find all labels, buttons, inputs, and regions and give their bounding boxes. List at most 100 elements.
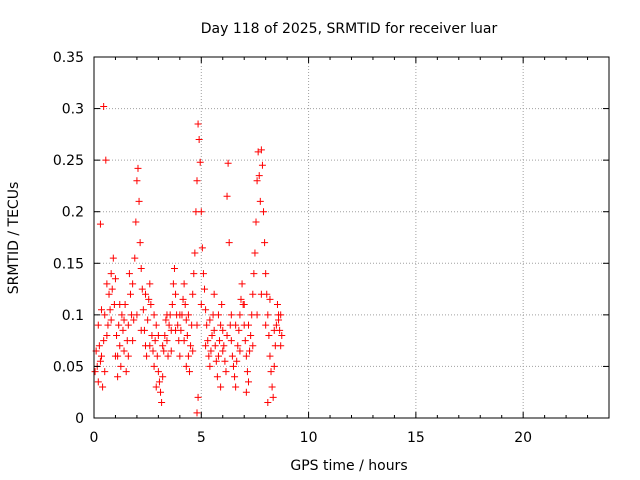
data-point <box>264 311 272 319</box>
data-point <box>138 285 146 293</box>
data-point <box>152 321 160 329</box>
data-point <box>194 120 202 128</box>
data-point <box>249 290 257 298</box>
data-point <box>159 373 167 381</box>
data-point <box>189 347 197 355</box>
y-tick-label: 0.25 <box>53 153 84 169</box>
data-point <box>172 290 180 298</box>
data-point <box>103 331 111 339</box>
data-point <box>253 177 261 185</box>
data-point <box>101 368 109 376</box>
data-point <box>100 337 108 345</box>
data-point <box>98 352 106 360</box>
data-point <box>190 270 198 278</box>
data-point <box>233 357 241 365</box>
data-point <box>167 347 175 355</box>
data-point <box>196 158 204 166</box>
x-tick-label: 10 <box>300 430 318 446</box>
data-point <box>129 280 137 288</box>
data-point <box>258 161 266 169</box>
data-point <box>137 326 145 334</box>
data-point <box>170 264 178 272</box>
plot-border <box>93 56 610 419</box>
data-point <box>134 164 142 172</box>
data-point <box>96 220 104 228</box>
data-point <box>207 347 215 355</box>
data-point <box>267 368 275 376</box>
data-point <box>257 146 265 154</box>
data-point <box>129 337 137 345</box>
data-point <box>105 290 113 298</box>
data-point <box>277 342 285 350</box>
data-point <box>228 352 236 360</box>
data-point <box>238 280 246 288</box>
data-point <box>205 352 213 360</box>
grid <box>94 57 609 418</box>
data-point <box>272 321 280 329</box>
data-point <box>137 264 145 272</box>
data-point <box>132 218 140 226</box>
data-point <box>154 368 162 376</box>
data-point <box>266 295 274 303</box>
data-point <box>161 331 169 339</box>
data-point <box>187 342 195 350</box>
data-point <box>184 352 192 360</box>
data-point <box>147 301 155 309</box>
y-tick-label: 0 <box>75 411 84 427</box>
data-point <box>119 326 127 334</box>
data-point <box>95 342 103 350</box>
data-point <box>176 311 184 319</box>
data-point <box>260 208 268 216</box>
data-point <box>162 316 170 324</box>
data-point <box>232 383 240 391</box>
data-point <box>270 326 278 334</box>
data-point <box>169 280 177 288</box>
data-point <box>94 378 102 386</box>
axis-ticks <box>93 56 609 419</box>
data-point <box>206 362 214 370</box>
data-point <box>219 347 227 355</box>
data-point <box>150 362 158 370</box>
data-point <box>202 306 210 314</box>
data-point <box>210 290 218 298</box>
data-point <box>108 285 116 293</box>
data-point <box>148 331 156 339</box>
data-point <box>111 275 119 283</box>
y-tick-label: 0.35 <box>53 50 84 66</box>
data-point <box>256 197 264 205</box>
data-point <box>223 331 231 339</box>
data-point <box>204 337 212 345</box>
x-axis-label: GPS time / hours <box>290 458 407 474</box>
data-point <box>247 331 255 339</box>
data-point <box>152 383 160 391</box>
data-point <box>139 306 147 314</box>
data-point <box>270 362 278 370</box>
data-point <box>133 177 141 185</box>
data-point <box>224 159 232 167</box>
data-point <box>218 301 226 309</box>
data-point <box>212 357 220 365</box>
data-point <box>180 280 188 288</box>
data-point <box>98 306 106 314</box>
data-point <box>277 311 285 319</box>
data-point <box>157 388 165 396</box>
data-point <box>203 321 211 329</box>
data-point <box>245 321 252 329</box>
data-point <box>208 331 216 339</box>
data-point <box>146 342 154 350</box>
data-point <box>217 383 225 391</box>
data-point <box>220 342 228 350</box>
data-point <box>115 321 123 329</box>
data-point <box>216 337 224 345</box>
data-point <box>242 352 250 360</box>
data-point <box>251 249 259 257</box>
data-point <box>229 362 237 370</box>
y-axis-label: SRMTID / TECUs <box>6 182 22 295</box>
y-tick-label: 0.1 <box>62 308 84 324</box>
data-point <box>232 321 240 329</box>
data-point <box>236 311 244 319</box>
data-point <box>118 311 126 319</box>
data-point <box>106 306 114 314</box>
tick-labels: 0 5 10 15 20 0 0.05 0.1 0.15 0.2 0.25 0.3 0.35 <box>53 50 532 446</box>
